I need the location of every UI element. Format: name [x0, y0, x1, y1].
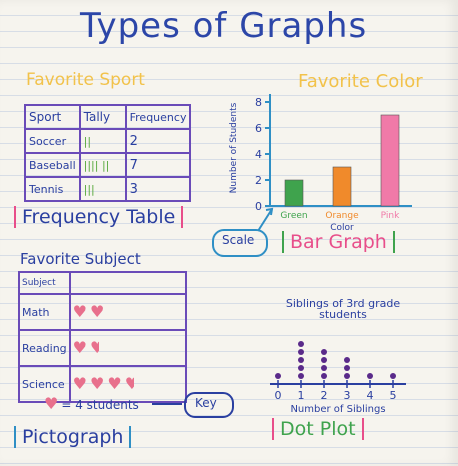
- x-tick-label: 3: [344, 389, 351, 402]
- dot: [298, 365, 304, 371]
- heart-icon: ♥: [107, 374, 122, 393]
- x-tick-label: Pink: [381, 211, 400, 221]
- column-header: Tally: [78, 104, 127, 130]
- frequency-table: Sport Tally Frequency Soccer || 2 Baseba…: [24, 104, 192, 202]
- table-cell: 2: [124, 128, 192, 154]
- table-row: Math ♥ ♥: [18, 293, 187, 331]
- table-row: Baseball |||| || 7: [24, 152, 192, 178]
- scale-callout-text: Scale: [222, 233, 255, 247]
- key-text: = 4 students: [61, 398, 139, 412]
- table-cell: Soccer: [24, 128, 81, 154]
- dot: [275, 373, 281, 379]
- bar: [332, 166, 352, 207]
- bar-graph-svg: Number of Students 0 2 4 6 8 Green Orange Pink…: [229, 94, 412, 233]
- key-arrow: [152, 403, 182, 405]
- y-axis-label: Number of Students: [229, 102, 239, 193]
- heart-icon: ♥: [90, 374, 105, 393]
- bar: [380, 114, 400, 207]
- dot: [298, 373, 304, 379]
- page-title: Types of Graphs: [80, 6, 368, 46]
- pictograph-heading: Favorite Subject: [20, 250, 141, 268]
- x-tick-label: Orange: [325, 211, 359, 221]
- dot: [298, 341, 304, 347]
- dot: [321, 357, 327, 363]
- pictograph-header: Subject: [18, 271, 187, 295]
- dot-plot-title: Siblings of 3rd grade students: [285, 297, 401, 321]
- heart-icon: ♥: [72, 338, 87, 357]
- dot: [298, 357, 304, 363]
- heart-icon: ♥: [72, 374, 87, 393]
- y-tick-label: 4: [255, 148, 262, 161]
- dot: [298, 349, 304, 355]
- table-row: Soccer || 2: [24, 128, 192, 154]
- table-cell: ||: [78, 128, 127, 154]
- bar-graph-heading: Favorite Color: [298, 71, 423, 92]
- scale-callout: Scale: [212, 229, 268, 257]
- x-axis-label: Color: [330, 223, 354, 233]
- scale-arrow: [257, 207, 274, 232]
- half-heart-icon: ♥: [90, 340, 99, 356]
- dot: [321, 373, 327, 379]
- dot: [390, 373, 396, 379]
- dot: [321, 365, 327, 371]
- bar: [284, 179, 304, 207]
- x-tick-label: 2: [321, 389, 328, 402]
- dot: [344, 373, 350, 379]
- table-row: Tennis ||| 3: [24, 176, 192, 202]
- x-tick-label: Green: [280, 211, 307, 221]
- subject-label: Math: [18, 293, 71, 331]
- dot-plot-svg: 0 1 2 3 4 5 Number of Siblings: [270, 341, 406, 415]
- dot-plot-label: Dot Plot: [272, 418, 364, 440]
- table-cell: Tennis: [24, 176, 81, 202]
- table-cell: |||: [78, 176, 127, 202]
- x-tick-label: 0: [275, 389, 282, 402]
- subject-label: Reading: [18, 329, 71, 367]
- table-cell: |||| ||: [78, 152, 127, 178]
- heart-icon: ♥: [72, 302, 87, 321]
- x-axis-label: Number of Siblings: [290, 404, 385, 415]
- key-callout-text: Key: [195, 396, 217, 410]
- heart-icon: ♥: [90, 302, 105, 321]
- pictograph-table: Subject Math ♥ ♥ Reading ♥ ♥ Science ♥ ♥ ♥ ♥: [18, 271, 187, 403]
- dot: [344, 357, 350, 363]
- table-row: Reading ♥ ♥: [18, 329, 187, 367]
- column-header: Frequency: [124, 104, 192, 130]
- half-heart-icon: ♥: [124, 376, 134, 392]
- frequency-table-header: Sport Tally Frequency: [24, 104, 192, 130]
- x-tick-label: 4: [367, 389, 374, 402]
- y-tick-label: 0: [255, 200, 262, 213]
- table-cell: Baseball: [24, 152, 81, 178]
- y-tick-label: 8: [255, 96, 262, 109]
- dot: [344, 365, 350, 371]
- y-tick-label: 6: [255, 122, 262, 135]
- dot: [321, 349, 327, 355]
- table-cell: 3: [124, 176, 192, 202]
- dot: [367, 373, 373, 379]
- frequency-table-label: Frequency Table: [14, 206, 184, 228]
- pictograph-key: ♥ = 4 students: [44, 394, 139, 413]
- heart-icon: ♥: [44, 394, 59, 413]
- subject-label: Science: [18, 365, 71, 403]
- pictograph-label: Pictograph: [14, 426, 132, 448]
- bar-graph-label: Bar Graph: [282, 231, 395, 253]
- key-callout: Key: [184, 392, 234, 418]
- frequency-table-heading: Favorite Sport: [26, 70, 145, 90]
- x-tick-label: 1: [298, 389, 305, 402]
- column-header: Sport: [24, 104, 81, 130]
- table-cell: 7: [124, 152, 192, 178]
- x-tick-label: 5: [390, 389, 397, 402]
- y-tick-label: 2: [255, 174, 262, 187]
- table-row: Science ♥ ♥ ♥ ♥: [18, 365, 187, 403]
- column-header: Subject: [18, 271, 71, 295]
